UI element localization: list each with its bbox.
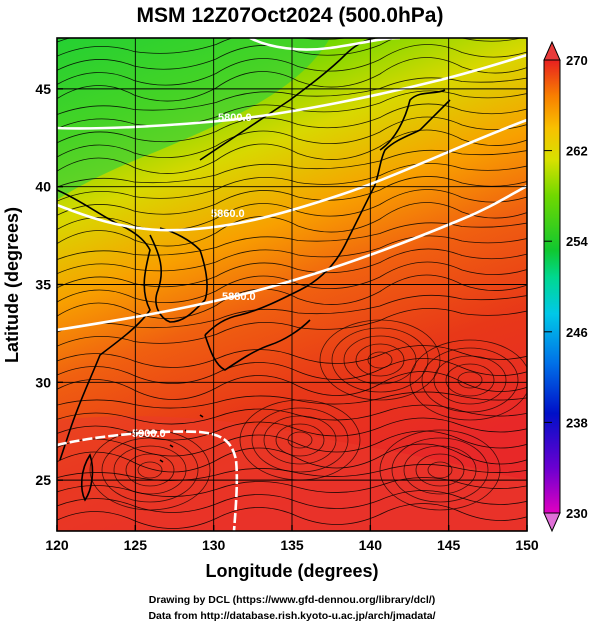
eddy-streamline (137, 461, 163, 479)
eddy-streamline (379, 429, 501, 511)
gridlines (57, 38, 527, 531)
credit-drawing: Drawing by DCL (https://www.gfd-dennou.o… (149, 594, 435, 606)
streamline (57, 503, 527, 529)
streamline (57, 129, 527, 174)
eddy-streamline (457, 371, 483, 389)
colorbar: 230 238 246 254 262 270 (543, 40, 588, 533)
colorbar-tick-label: 246 (566, 325, 588, 340)
streamlines (57, 38, 527, 529)
colorbar-bottom-arrow (543, 512, 561, 533)
colorbar-tick-label: 270 (566, 53, 588, 68)
x-axis-label: Longitude (degrees) (205, 561, 378, 581)
x-tick-label: 130 (202, 537, 226, 553)
eddy-streamline (391, 437, 489, 503)
streamline (57, 189, 527, 231)
chart-title: MSM 12Z07Oct2024 (500.0hPa) (137, 4, 444, 27)
credit-data: Data from http://database.rish.kyoto-u.a… (148, 610, 435, 622)
streamline (57, 261, 527, 304)
eddy-streamline (403, 445, 477, 495)
streamline (57, 404, 527, 425)
streamline (57, 162, 527, 202)
eddy-streamline (287, 431, 313, 449)
y-tick-label: 45 (35, 81, 51, 97)
streamline (57, 57, 527, 102)
eddy-streamline (319, 319, 441, 401)
streamline (57, 103, 527, 144)
y-axis: 25 30 35 40 45 (35, 81, 63, 488)
x-tick-label: 145 (437, 537, 461, 553)
contour-5800 (57, 118, 527, 232)
contour-labels: 5800.0 5860.0 5880.0 5900.0 (132, 112, 256, 440)
x-axis: 120 125 130 135 140 145 150 (45, 525, 539, 553)
eddy-streamline (275, 423, 325, 457)
eddy-streamline (367, 351, 393, 369)
eddy-streamline (355, 343, 405, 377)
y-axis-label: Latitude (degrees) (2, 207, 22, 363)
streamline (57, 116, 527, 159)
streamline (57, 38, 523, 71)
streamline (57, 176, 527, 216)
eddy-streamline (125, 453, 175, 487)
eddy-streamline (409, 339, 527, 421)
y-tick-label: 40 (35, 179, 51, 195)
y-tick-label: 25 (35, 472, 51, 488)
eddy-streamline (427, 461, 453, 479)
streamline (57, 77, 527, 116)
streamline (57, 248, 527, 289)
streamline (57, 222, 527, 261)
eddy-streamline (89, 429, 211, 511)
eddy-streamline (421, 347, 519, 413)
colorbar-ticks: 230 238 246 254 262 270 (544, 53, 588, 521)
streamline (57, 490, 527, 513)
streamline (57, 345, 527, 368)
colorbar-tick-label: 254 (566, 234, 588, 249)
eddy-streamline (445, 363, 495, 397)
eddy-streamline (101, 437, 199, 503)
x-tick-label: 150 (515, 537, 539, 553)
cold-region (57, 38, 330, 200)
contour-label-5800: 5800.0 (218, 112, 252, 124)
map-panel: 5800.0 5860.0 5880.0 5900.0 (57, 38, 527, 531)
eddy-streamline (113, 445, 187, 495)
colorbar-tick-label: 238 (566, 415, 588, 430)
streamline (57, 202, 527, 247)
streamline (57, 358, 527, 384)
colorbar-top-arrow (543, 40, 561, 61)
eddy-streamline (415, 453, 465, 487)
x-tick-label: 140 (359, 537, 383, 553)
streamline (57, 307, 527, 347)
streamline (57, 417, 527, 441)
eddy-streamline (263, 415, 337, 465)
streamline (57, 149, 527, 188)
contour-label-5880: 5880.0 (222, 291, 256, 303)
x-tick-label: 125 (124, 537, 148, 553)
y-tick-label: 35 (35, 277, 51, 293)
eddy-streamline (331, 327, 429, 393)
colorbar-tick-label: 230 (566, 506, 588, 521)
streamline (57, 443, 527, 473)
eddy-streamline (251, 407, 349, 473)
streamline (57, 44, 527, 86)
streamline (57, 391, 527, 409)
x-tick-label: 135 (280, 537, 304, 553)
streamline (57, 38, 349, 57)
streamline (57, 235, 527, 275)
eddy-streamline (433, 355, 507, 405)
contour-label-5860: 5860.0 (211, 208, 245, 220)
eddy-streamline (343, 335, 417, 385)
colorbar-tick-label: 262 (566, 144, 588, 159)
y-tick-label: 30 (35, 374, 51, 390)
x-tick-label: 120 (45, 537, 69, 553)
contour-label-5900: 5900.0 (132, 428, 166, 440)
colorbar-body (543, 59, 561, 514)
contour-5860 (57, 184, 527, 332)
streamline (57, 464, 527, 481)
